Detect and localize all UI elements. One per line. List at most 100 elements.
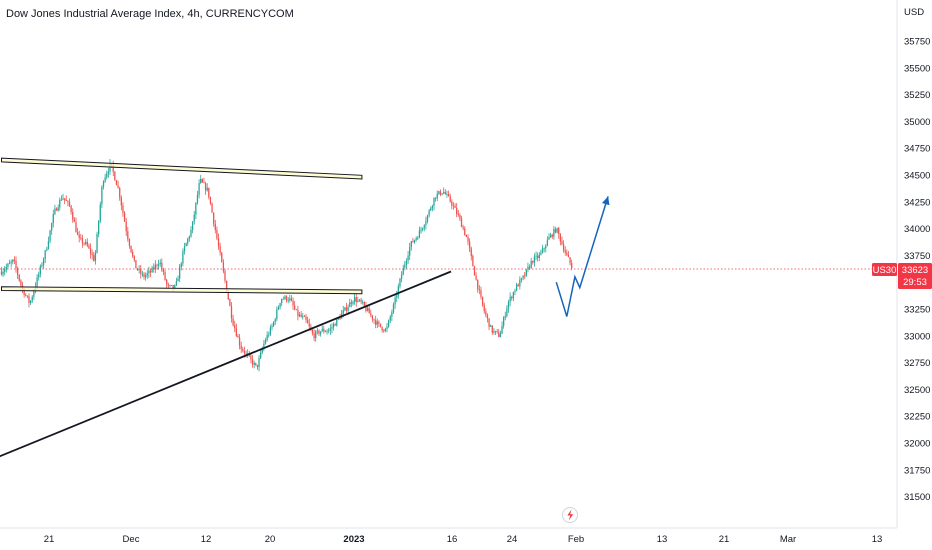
candle-body [18,274,20,281]
candle-body [533,256,536,263]
candle-body [164,272,166,280]
support-zone[interactable] [1,286,363,295]
candle-body [347,307,349,311]
last-price-label: 33623 [902,265,928,276]
last-price-badge[interactable]: 33623 29:53 [898,263,932,289]
candle-body [462,227,464,229]
symbol-badge-label: US30 [873,265,897,276]
candle-body [349,302,351,308]
candle-body [8,263,11,264]
candle-body [26,295,29,297]
candle-body [472,256,474,267]
candle-body [506,308,508,316]
candle-body [517,284,519,287]
price-tick-label: 31750 [904,465,930,476]
replay-button[interactable] [562,507,578,523]
time-axis-labels[interactable]: 21 Dec 12 20 2023 16 24 Feb 13 21 Mar 13 [44,534,883,545]
time-tick-label: 20 [265,534,276,545]
candle-body [10,261,12,264]
candle-body [449,196,451,202]
candle-body [65,199,67,201]
candle-body [292,300,294,306]
candle-body [373,319,375,321]
candle-body [153,267,155,270]
candle-body [485,311,487,315]
candle-body [221,252,223,263]
candle-body [389,316,391,321]
candle-body [188,236,191,239]
candle-body [222,262,225,272]
candle-body [313,333,315,339]
candle-body [344,307,346,311]
candle-body [42,259,45,265]
candle-body [297,309,299,316]
candle-body [295,309,297,310]
candle-body [559,234,561,242]
candle-body [378,321,380,324]
candle-body [425,221,427,226]
candle-body [62,198,64,200]
candle-body [558,228,560,235]
candle-body [365,305,367,311]
candle-body [41,264,43,267]
candle-body [451,201,453,206]
candle-body [520,278,523,280]
candle-body [112,164,114,172]
candle-body [569,257,571,264]
candle-body [86,241,88,246]
candle-body [353,297,356,302]
candle-body [209,197,212,204]
candle-body [407,255,409,261]
candle-body [59,199,61,208]
candle-body [439,191,442,195]
candle-body [324,331,327,333]
candle-body [375,320,377,325]
candle-body [478,289,480,291]
candle-body [554,229,557,233]
candle-body [214,223,216,230]
candle-body [242,349,244,351]
candle-body [219,246,221,253]
candle-body [511,296,513,299]
candle-body [428,210,430,216]
time-tick-label: 21 [719,534,730,545]
candle-body [391,312,393,317]
candle-body [47,241,50,249]
price-tick-label: 35000 [904,117,930,128]
candle-body [198,183,200,195]
candle-body [515,284,518,291]
candle-body [60,199,63,201]
candle-body [368,308,370,314]
candle-body [431,205,434,209]
candle-body [514,290,516,293]
projection-arrowhead [602,196,610,206]
candle-body [358,299,361,301]
candle-body [371,315,374,320]
candle-body [284,296,286,299]
ascending-trendline[interactable] [0,270,452,481]
candle-body [434,197,437,199]
price-tick-label: 34250 [904,197,930,208]
candle-body [379,323,382,327]
projection-path[interactable] [555,196,609,317]
price-tick-label: 34500 [904,171,930,182]
candle-body [170,285,173,286]
candle-body [5,266,7,270]
resistance-zone[interactable] [1,157,363,180]
symbol-badge[interactable]: US30 [872,263,897,276]
candle-body [468,241,471,249]
candle-body [54,208,56,214]
candle-body [99,204,101,221]
candle-body [498,332,500,337]
candle-body [175,281,178,286]
candle-body [491,325,493,333]
candle-body [193,214,195,222]
candle-body [0,271,3,275]
candle-body [423,225,425,229]
candle-body [543,248,545,249]
candle-body [525,269,527,277]
candle-body [342,310,344,314]
candle-body [73,219,75,222]
time-tick-label: Feb [568,534,584,545]
